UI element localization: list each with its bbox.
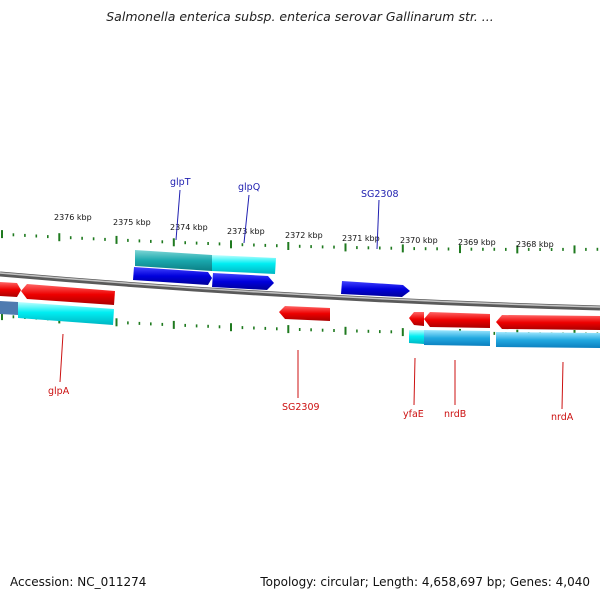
gene-label-nrdA: nrdA: [551, 412, 574, 423]
genome-backbone: [0, 271, 600, 311]
genome-title: Salmonella enterica subsp. enterica sero…: [106, 9, 494, 24]
gene-arrow-yfaE: [409, 312, 424, 326]
gene-label-glpT: glpT: [170, 177, 191, 188]
cds-bar: [409, 330, 424, 344]
cds-bar: [135, 250, 212, 271]
gene-arrow-nrdB: [424, 312, 490, 328]
kbp-label: 2370 kbp: [400, 236, 438, 245]
gene-label-glpQ: glpQ: [238, 182, 260, 193]
kbp-label: 2376 kbp: [54, 213, 92, 222]
leader-line: [413, 357, 416, 406]
kbp-labels: 2376 kbp 2375 kbp 2374 kbp 2373 kbp 2372…: [54, 213, 554, 249]
cds-bar: [18, 302, 114, 325]
kbp-label: 2372 kbp: [285, 231, 323, 240]
gene-arrow-SG2309: [279, 306, 330, 321]
forward-gene-labels: glpT glpQ SG2308: [170, 177, 399, 250]
kbp-label: 2371 kbp: [342, 234, 380, 243]
forward-gene-track: [133, 267, 410, 297]
cds-bar: [0, 301, 18, 315]
leader-line: [175, 189, 181, 241]
gene-label-SG2308: SG2308: [361, 189, 399, 200]
gene-arrow-SG2308: [341, 281, 410, 297]
gene-label-SG2309: SG2309: [282, 402, 320, 413]
gene-arrow-glpQ: [212, 273, 274, 290]
reverse-gene-labels: glpA SG2309 yfaE nrdB nrdA: [48, 333, 574, 423]
gene-arrow-glpT: [133, 267, 212, 285]
leader-line: [243, 194, 250, 244]
gene-label-yfaE: yfaE: [403, 409, 424, 420]
cds-bar: [212, 255, 276, 274]
reverse-gene-track: [0, 282, 600, 330]
accession-text: Accession: NC_011274: [10, 575, 147, 589]
topology-text: Topology: circular; Length: 4,658,697 bp…: [260, 575, 590, 589]
kbp-label: 2375 kbp: [113, 218, 151, 227]
cds-bar: [424, 330, 490, 346]
gene-arrow-left-fragment: [0, 282, 21, 297]
kbp-label: 2373 kbp: [227, 227, 265, 236]
leader-line: [561, 361, 564, 410]
forward-cds-track: [135, 250, 276, 274]
kbp-label: 2374 kbp: [170, 223, 208, 232]
kbp-label: 2369 kbp: [458, 238, 496, 247]
kbp-label: 2368 kbp: [516, 240, 554, 249]
reverse-cds-track: [0, 301, 600, 348]
gene-arrow-glpA: [21, 284, 115, 305]
genome-backbone-highlight: [0, 272, 600, 308]
leader-line: [376, 199, 380, 250]
leader-line: [59, 333, 64, 383]
gene-label-nrdB: nrdB: [444, 409, 466, 420]
kbp-ticks-outer: [1, 230, 599, 254]
cds-bar: [496, 332, 600, 348]
gene-arrow-nrdA: [496, 315, 600, 330]
gene-label-glpA: glpA: [48, 386, 70, 397]
